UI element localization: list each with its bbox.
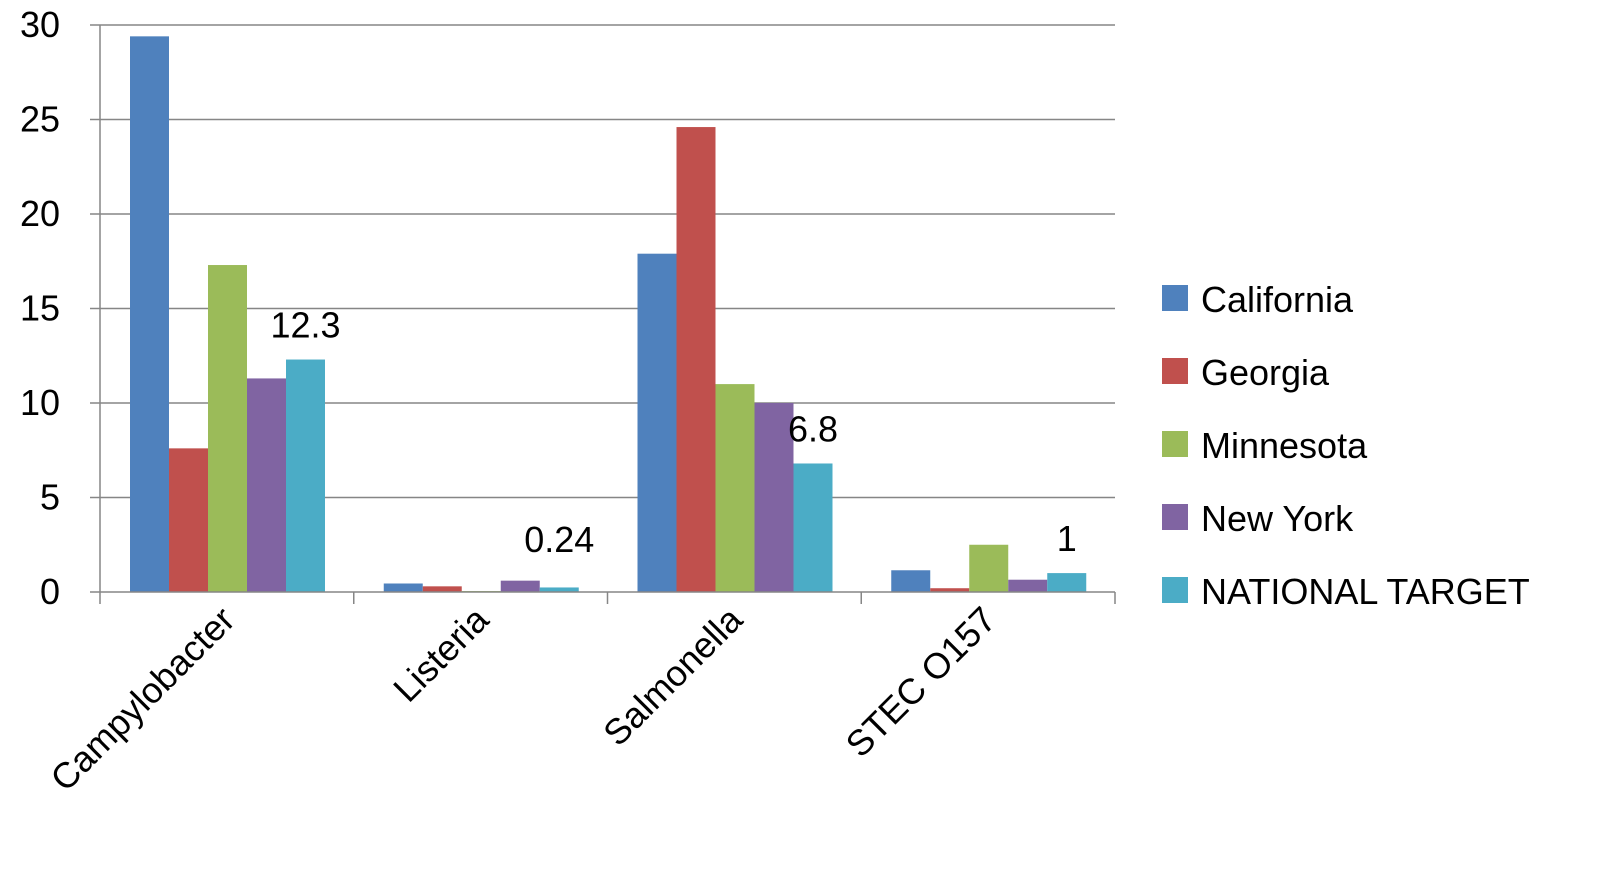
y-tick-label: 20: [20, 193, 60, 234]
data-label: 6.8: [788, 408, 838, 449]
legend-swatch-california: [1162, 285, 1188, 311]
bar-georgia-listeria: [422, 586, 462, 592]
bar-national-target-salmonella: [793, 463, 833, 592]
bar-georgia-stec-o157: [930, 588, 970, 592]
x-category-label: Listeria: [385, 598, 497, 710]
data-label: 12.3: [270, 305, 340, 346]
bar-new-york-campylobacter: [247, 378, 286, 592]
legend-swatch-minnesota: [1162, 431, 1188, 457]
bar-georgia-campylobacter: [169, 448, 208, 592]
legend-label-georgia: Georgia: [1201, 352, 1330, 393]
y-tick-label: 5: [40, 477, 60, 518]
legend-label-california: California: [1201, 279, 1354, 320]
legend-swatch-national-target: [1162, 577, 1188, 603]
y-tick-label: 15: [20, 288, 60, 329]
bar-california-stec-o157: [891, 570, 931, 592]
bar-new-york-stec-o157: [1008, 579, 1048, 592]
legend-label-minnesota: Minnesota: [1201, 425, 1368, 466]
bar-georgia-salmonella: [676, 127, 716, 592]
bar-california-salmonella: [637, 253, 677, 592]
legend-swatch-georgia: [1162, 358, 1188, 384]
y-tick-label: 30: [20, 4, 60, 45]
y-tick-label: 25: [20, 99, 60, 140]
data-labels: 12.3 0.24 6.8 1: [270, 305, 1076, 560]
x-category-label: Salmonella: [595, 598, 751, 754]
bar-california-listeria: [383, 583, 423, 592]
axes: [90, 24, 1116, 604]
x-category-label: Campylobacter: [42, 599, 242, 799]
bar-national-target-listeria: [539, 587, 579, 592]
legend: California Georgia Minnesota New York NATION…: [1162, 279, 1530, 612]
bar-national-target-campylobacter: [286, 359, 325, 592]
bar-national-target-stec-o157: [1047, 573, 1087, 592]
bar-new-york-listeria: [500, 580, 540, 592]
legend-swatch-new-york: [1162, 504, 1188, 530]
bar-new-york-salmonella: [754, 403, 794, 592]
y-tick-label: 0: [40, 571, 60, 612]
legend-label-national-target: NATIONAL TARGET: [1201, 571, 1530, 612]
y-tick-label: 10: [20, 382, 60, 423]
x-category-label: STEC O157: [838, 599, 1004, 765]
data-label: 1: [1057, 518, 1077, 559]
x-axis-category-labels: Campylobacter Listeria Salmonella STEC O157: [42, 598, 1003, 799]
legend-label-new-york: New York: [1201, 498, 1354, 539]
y-axis-ticks: 0 5 10 15 20 25 30: [20, 4, 60, 612]
bar-minnesota-stec-o157: [969, 544, 1009, 592]
data-label: 0.24: [524, 519, 594, 560]
bars: [130, 36, 1087, 592]
bar-california-campylobacter: [130, 36, 169, 592]
bar-minnesota-campylobacter: [208, 265, 247, 592]
bar-minnesota-salmonella: [715, 384, 755, 592]
